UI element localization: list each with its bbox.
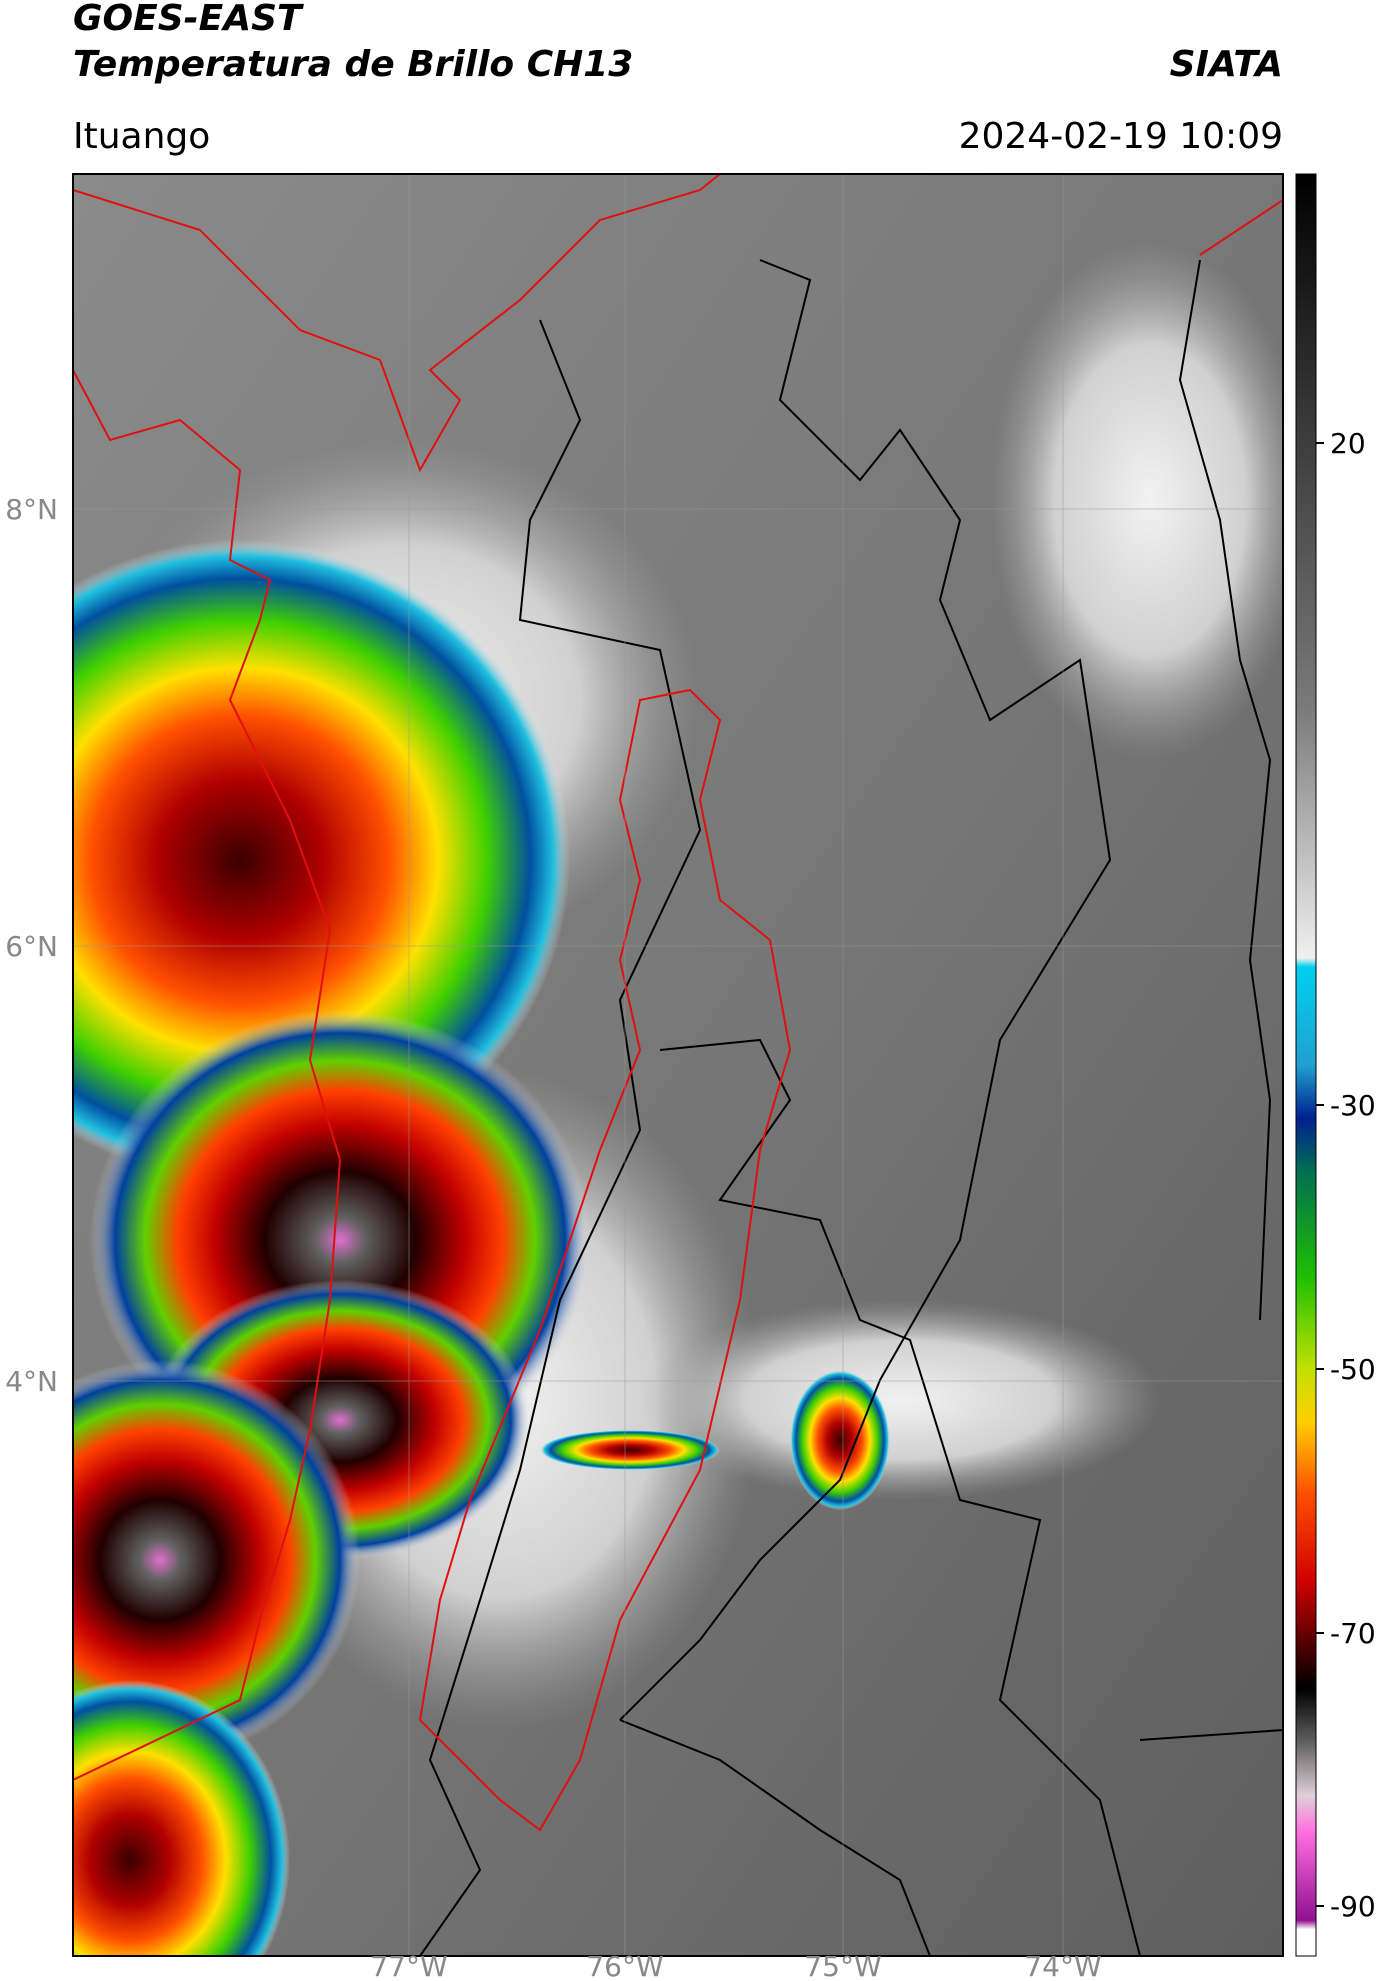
map-frame	[72, 173, 1284, 1957]
lon-label: 76°W	[586, 1950, 663, 1981]
subtitle: Temperatura de Brillo CH13	[73, 44, 633, 85]
lat-label: 8°N	[5, 493, 58, 526]
title: GOES-EAST	[73, 0, 304, 39]
location: Ituango	[73, 116, 210, 157]
colorbar-tick-label: -90	[1330, 1890, 1376, 1923]
colorbar	[1295, 173, 1317, 1957]
datetime: 2024-02-19 10:09	[959, 116, 1283, 157]
lon-label: 75°W	[804, 1950, 881, 1981]
lon-label: 74°W	[1024, 1950, 1101, 1981]
lat-label: 6°N	[5, 930, 58, 963]
satellite-image	[73, 174, 1283, 1956]
lon-label: 77°W	[370, 1950, 447, 1981]
colorbar-tick-label: -30	[1330, 1089, 1376, 1122]
colorbar-tick-label: -70	[1330, 1617, 1376, 1650]
colorbar-tick-label: 20	[1330, 427, 1366, 460]
lat-label: 4°N	[5, 1365, 58, 1398]
source: SIATA	[1170, 44, 1283, 85]
colorbar-tick-label: -50	[1330, 1353, 1376, 1386]
